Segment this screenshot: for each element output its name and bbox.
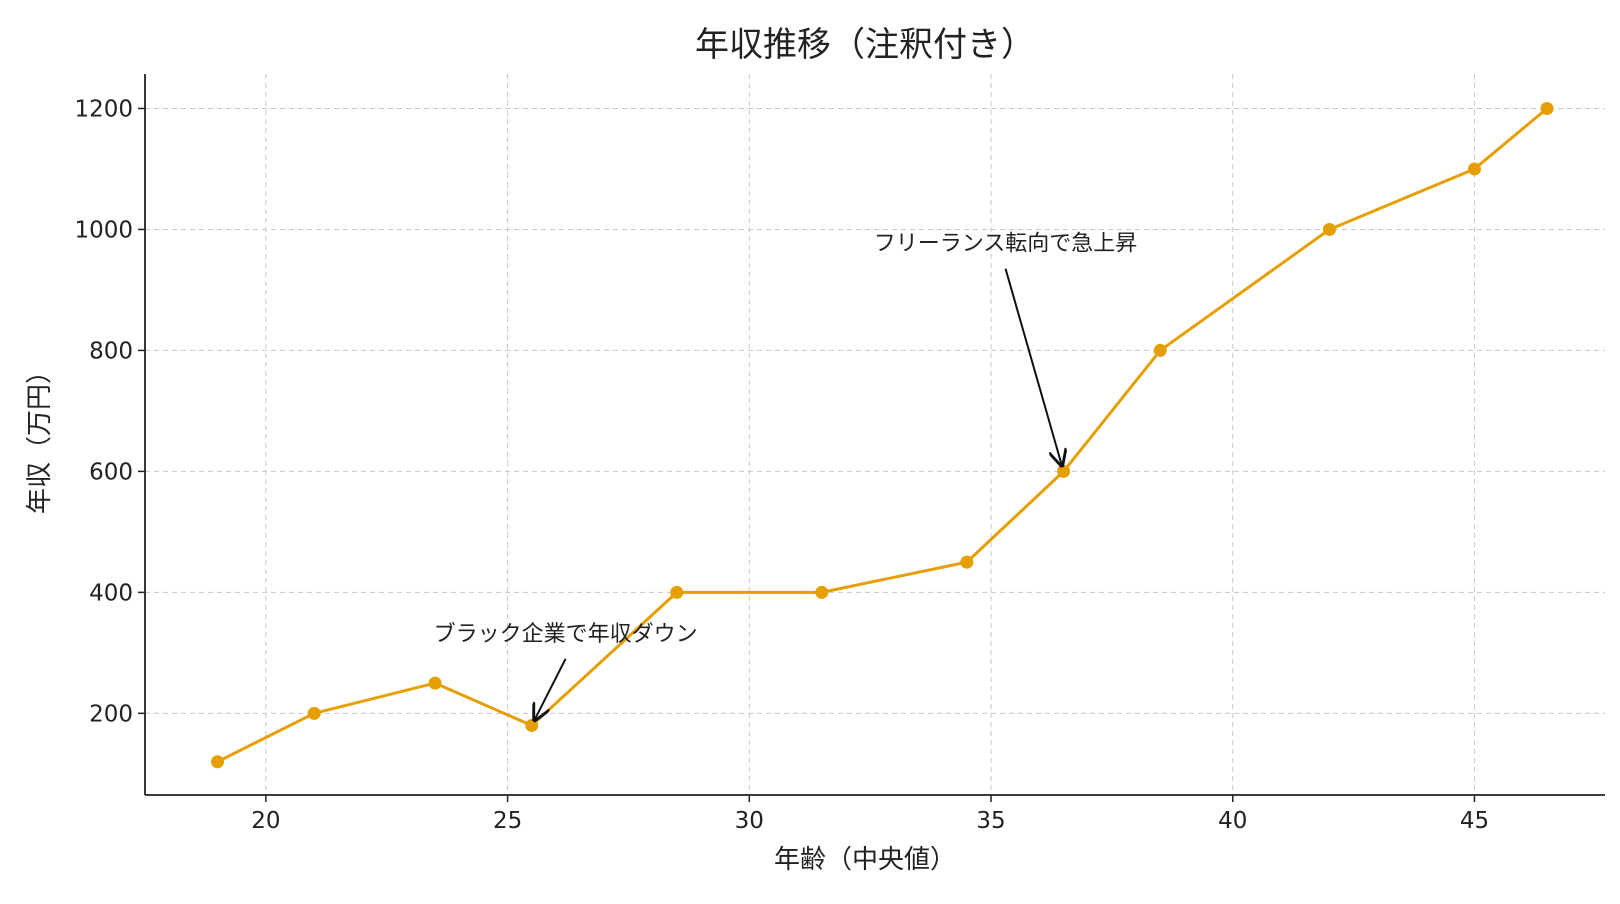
- y-tick-label: 200: [89, 701, 133, 727]
- x-tick-label: 35: [976, 808, 1005, 834]
- annotations: ブラック企業で年収ダウン フリーランス転向で急上昇: [434, 232, 1138, 720]
- data-point: [428, 676, 442, 690]
- data-point: [1153, 343, 1167, 357]
- data-point: [670, 585, 684, 599]
- x-axis-label: 年齢（中央値）: [774, 845, 956, 875]
- x-tick-label: 45: [1460, 808, 1489, 834]
- tick-labels: 20 25 30 35 40 45 200 400 600 800 1000 1200: [74, 96, 1489, 834]
- x-tick-label: 40: [1218, 808, 1247, 834]
- y-tick-label: 1200: [74, 96, 133, 122]
- series-group: [211, 101, 1554, 769]
- y-axis-label: 年収（万円）: [25, 358, 55, 514]
- y-tick-label: 1000: [74, 217, 133, 243]
- data-point: [815, 585, 829, 599]
- x-tick-label: 30: [735, 808, 764, 834]
- y-tick-label: 800: [89, 338, 133, 364]
- annotation-arrow: [1004, 268, 1062, 466]
- annotation-label: ブラック企業で年収ダウン: [434, 622, 698, 647]
- y-tick-label: 600: [89, 459, 133, 485]
- data-point: [307, 706, 321, 720]
- data-point: [1322, 222, 1336, 236]
- data-point: [525, 718, 539, 732]
- data-point: [1540, 101, 1554, 115]
- x-tick-label: 20: [251, 808, 280, 834]
- axes: [144, 74, 1605, 796]
- chart-title: 年収推移（注釈付き）: [695, 25, 1035, 65]
- annotation-label: フリーランス転向で急上昇: [874, 232, 1138, 257]
- data-point: [1467, 162, 1481, 176]
- annotation-arrow: [534, 658, 567, 720]
- data-point: [960, 555, 974, 569]
- series-line: [216, 107, 1548, 764]
- y-tick-label: 400: [89, 580, 133, 606]
- gridlines: [145, 74, 1605, 795]
- x-tick-label: 25: [493, 808, 522, 834]
- data-point: [211, 755, 225, 769]
- data-point: [1057, 464, 1071, 478]
